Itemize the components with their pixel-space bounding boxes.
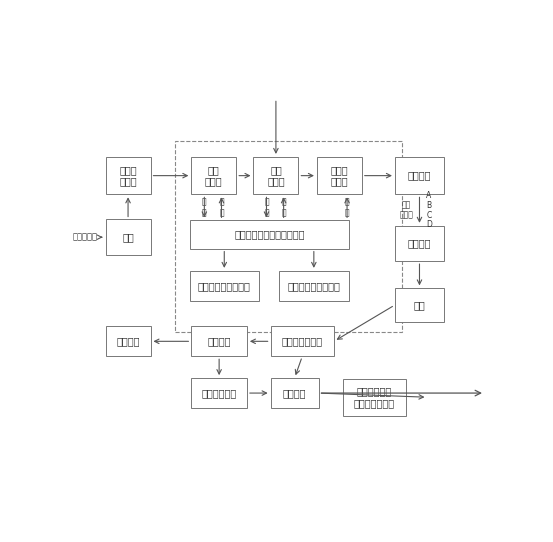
Text: 搅拌烘干: 搅拌烘干 xyxy=(408,238,431,248)
Text: 污
水: 污 水 xyxy=(219,198,224,217)
FancyBboxPatch shape xyxy=(191,157,236,195)
FancyBboxPatch shape xyxy=(395,288,444,322)
Text: 进料: 进料 xyxy=(414,300,425,310)
Text: 污
水: 污 水 xyxy=(281,198,286,217)
Text: 信息反馈: 信息反馈 xyxy=(283,388,306,398)
Text: A: A xyxy=(426,191,431,201)
FancyBboxPatch shape xyxy=(106,326,150,356)
Text: 制成浓缩液体有机肥: 制成浓缩液体有机肥 xyxy=(198,281,251,291)
FancyBboxPatch shape xyxy=(342,379,406,416)
FancyBboxPatch shape xyxy=(395,157,444,195)
Text: 蒸汽烘干: 蒸汽烘干 xyxy=(408,171,431,180)
FancyBboxPatch shape xyxy=(395,225,444,261)
Text: 清
水: 清 水 xyxy=(202,198,207,217)
FancyBboxPatch shape xyxy=(279,271,348,301)
Text: D: D xyxy=(426,220,432,229)
FancyBboxPatch shape xyxy=(106,220,150,255)
Text: 混合
添加剂: 混合 添加剂 xyxy=(400,201,414,220)
Text: 一次性熔融挤出: 一次性熔融挤出 xyxy=(281,337,323,346)
Text: 制成浓缩固体有机肥: 制成浓缩固体有机肥 xyxy=(288,281,340,291)
FancyBboxPatch shape xyxy=(270,378,319,408)
Bar xyxy=(175,141,402,332)
FancyBboxPatch shape xyxy=(106,157,150,195)
Text: 废膜片
料甩干: 废膜片 料甩干 xyxy=(331,165,348,186)
Text: 污
水: 污 水 xyxy=(345,198,349,217)
Text: 废膜料杂质多级分离节水器: 废膜料杂质多级分离节水器 xyxy=(234,229,305,240)
Text: 分拣: 分拣 xyxy=(122,232,134,242)
Text: C: C xyxy=(426,211,431,220)
Text: 一次
粗粉洗: 一次 粗粉洗 xyxy=(205,165,222,186)
FancyBboxPatch shape xyxy=(253,157,299,195)
FancyBboxPatch shape xyxy=(190,220,348,249)
Text: 二次
细粉洗: 二次 细粉洗 xyxy=(267,165,285,186)
FancyBboxPatch shape xyxy=(191,378,247,408)
FancyBboxPatch shape xyxy=(191,326,247,356)
Text: B: B xyxy=(426,201,431,210)
Text: 清
水: 清 水 xyxy=(264,198,269,217)
FancyBboxPatch shape xyxy=(190,271,259,301)
Text: 废聚乙烯膜: 废聚乙烯膜 xyxy=(72,233,97,242)
FancyBboxPatch shape xyxy=(270,326,334,356)
Text: 旋风分
离除尘: 旋风分 离除尘 xyxy=(119,165,137,186)
Text: 包装入库: 包装入库 xyxy=(116,337,140,346)
FancyBboxPatch shape xyxy=(317,157,362,195)
Text: 薄膜成形: 薄膜成形 xyxy=(207,337,231,346)
Text: 生产线各系数
数自动控制装置: 生产线各系数 数自动控制装置 xyxy=(354,386,395,408)
Text: 薄膜实时检测: 薄膜实时检测 xyxy=(201,388,237,398)
